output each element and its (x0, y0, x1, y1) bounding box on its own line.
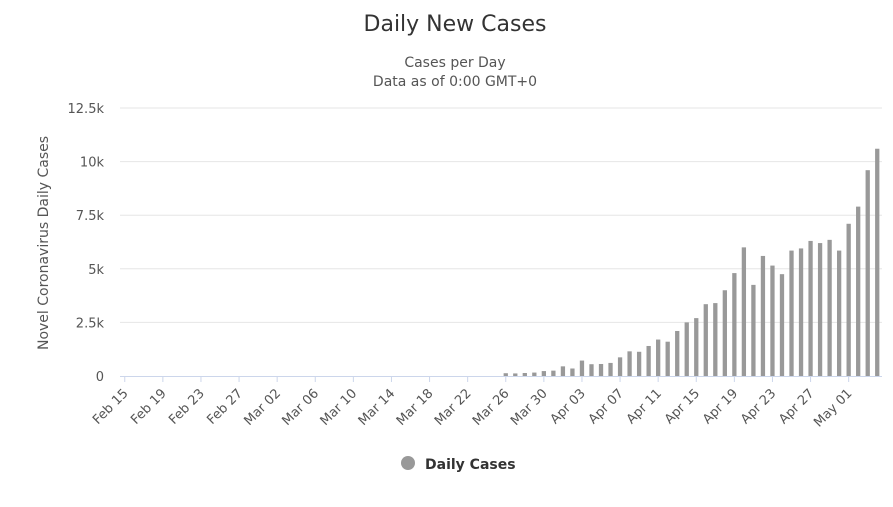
bar[interactable] (589, 364, 594, 376)
legend-label: Daily Cases (425, 457, 516, 473)
bar[interactable] (503, 373, 508, 376)
bar[interactable] (541, 371, 547, 376)
gridlines (120, 107, 882, 323)
x-tick-label: Mar 30 (508, 386, 551, 429)
bar[interactable] (579, 360, 585, 376)
y-tick-label: 7.5k (76, 209, 105, 224)
bar[interactable] (827, 239, 832, 376)
x-tick-label: Apr 07 (586, 386, 627, 427)
x-tick-label: Feb 27 (204, 386, 246, 428)
bar[interactable] (617, 357, 623, 376)
bar[interactable] (856, 206, 861, 376)
bar[interactable] (522, 373, 527, 376)
legend-marker-icon (401, 456, 415, 470)
bar[interactable] (703, 304, 708, 376)
bar[interactable] (675, 330, 680, 376)
x-tick-label: Mar 10 (318, 386, 361, 429)
chart-title: Daily New Cases (364, 12, 547, 37)
bar[interactable] (875, 148, 880, 376)
y-tick-label: 5k (88, 263, 104, 278)
x-tick-label: Mar 06 (280, 386, 323, 429)
x-tick-label: Apr 03 (548, 386, 589, 427)
x-tick-label: Feb 23 (166, 386, 208, 428)
bar[interactable] (760, 255, 766, 376)
y-axis-ticks: 0 2.5k 5k 7.5k 10k 12.5k (68, 102, 105, 385)
x-tick-label: Mar 26 (470, 386, 513, 429)
y-tick-label: 10k (80, 156, 105, 171)
legend[interactable]: Daily Cases (401, 456, 516, 473)
bar[interactable] (846, 223, 851, 376)
x-tick-label: Apr 15 (662, 386, 703, 427)
bar[interactable] (751, 284, 756, 376)
y-axis-title: Novel Coronavirus Daily Cases (36, 136, 52, 350)
bar[interactable] (551, 370, 556, 376)
y-tick-label: 0 (96, 370, 104, 385)
x-tick-label: May 01 (811, 386, 855, 430)
bar[interactable] (656, 339, 661, 376)
bar[interactable] (532, 372, 537, 376)
bar[interactable] (608, 362, 613, 376)
bar[interactable] (636, 351, 642, 376)
bar[interactable] (627, 351, 632, 376)
bar[interactable] (722, 290, 727, 376)
bar[interactable] (798, 248, 804, 376)
chart-subtitle-line-1: Cases per Day (404, 55, 505, 71)
bar[interactable] (560, 366, 566, 376)
bar[interactable] (732, 273, 737, 376)
bar[interactable] (779, 274, 785, 376)
x-tick-label: Mar 14 (356, 386, 399, 429)
bar[interactable] (646, 345, 651, 376)
bar[interactable] (741, 247, 747, 376)
x-tick-label: Mar 18 (394, 386, 437, 429)
x-tick-label: Apr 11 (624, 386, 665, 427)
chart-subtitle-line-2: Data as of 0:00 GMT+0 (373, 74, 537, 90)
bar[interactable] (770, 265, 775, 376)
bars (503, 148, 880, 377)
bar[interactable] (836, 250, 842, 376)
bar[interactable] (789, 250, 794, 376)
bar[interactable] (665, 341, 670, 376)
bar[interactable] (808, 240, 813, 376)
x-tick-label: Apr 19 (700, 386, 741, 427)
y-tick-label: 12.5k (68, 102, 105, 117)
bar[interactable] (817, 243, 823, 376)
bar[interactable] (513, 373, 518, 376)
x-tick-label: Mar 02 (241, 386, 284, 429)
x-tick-label: Feb 19 (128, 386, 170, 428)
bar[interactable] (684, 322, 689, 376)
x-tick-label: Mar 22 (432, 386, 475, 429)
bar[interactable] (694, 318, 699, 376)
bar[interactable] (598, 363, 604, 376)
bar[interactable] (713, 303, 718, 376)
y-tick-label: 2.5k (76, 316, 105, 331)
bar[interactable] (570, 368, 575, 377)
x-tick-label: Feb 15 (90, 386, 132, 428)
bar[interactable] (865, 170, 870, 376)
x-tick-label: Apr 23 (738, 386, 779, 427)
